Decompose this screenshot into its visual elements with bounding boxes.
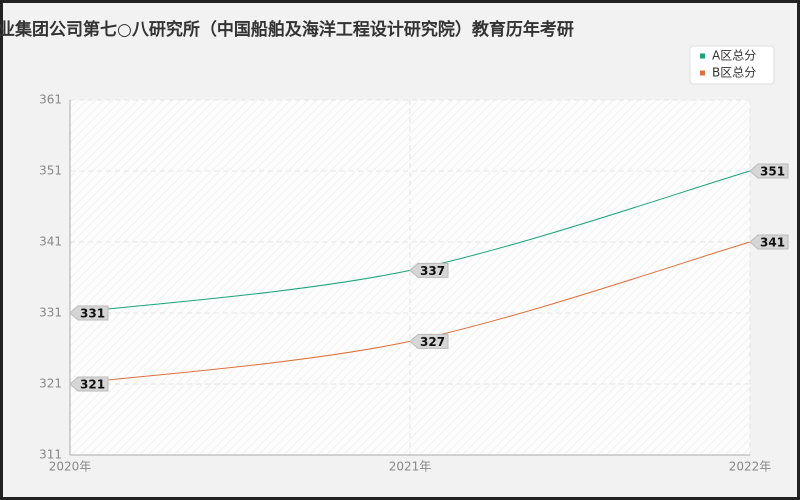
x-tick-label: 2022年 <box>729 460 772 474</box>
legend-swatch <box>700 70 705 76</box>
y-tick-label: 311 <box>39 448 62 462</box>
x-tick-label: 2020年 <box>49 460 92 474</box>
value-label: 321 <box>80 378 105 392</box>
y-tick-label: 341 <box>39 235 62 249</box>
value-label-box <box>409 333 449 349</box>
chart-title: 业集团公司第七○八研究所（中国船舶及海洋工程设计研究院）教育历年考研 <box>0 19 574 40</box>
legend-label: B区总分 <box>712 66 756 80</box>
value-label-box <box>69 376 109 392</box>
value-label-box <box>69 305 109 321</box>
value-label-box <box>749 163 789 179</box>
value-label: 341 <box>760 236 785 250</box>
legend-label: A区总分 <box>712 49 756 63</box>
value-label: 327 <box>420 335 445 349</box>
value-label: 331 <box>80 307 105 321</box>
legend-swatch <box>700 53 705 59</box>
y-tick-label: 351 <box>39 164 62 178</box>
value-label: 351 <box>760 165 785 179</box>
value-label-box <box>409 262 449 278</box>
legend-box <box>689 45 775 85</box>
value-label-box <box>749 234 789 250</box>
y-tick-label: 361 <box>39 93 62 107</box>
y-tick-label: 321 <box>39 377 62 391</box>
y-tick-label: 331 <box>39 306 62 320</box>
x-tick-label: 2021年 <box>389 460 432 474</box>
value-label: 337 <box>420 264 445 278</box>
